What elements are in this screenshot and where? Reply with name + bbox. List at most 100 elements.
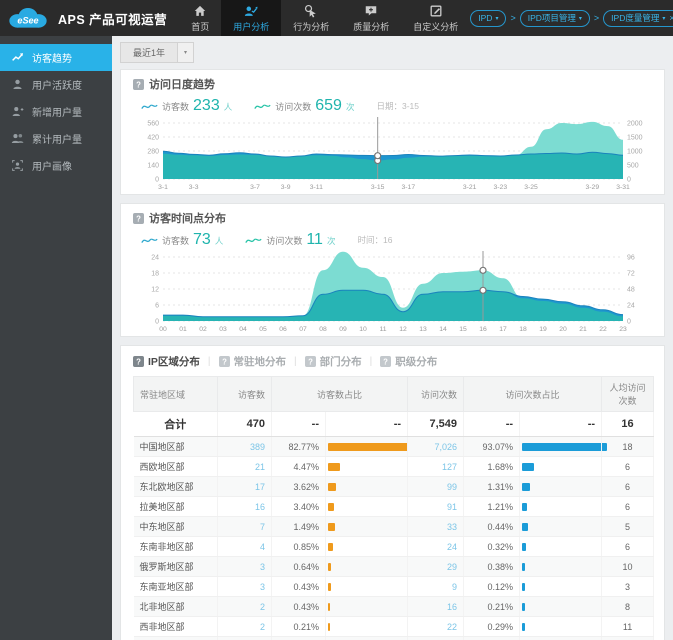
visitors-pct-cell: 4.47%	[271, 456, 326, 477]
avg-cell: 8	[601, 596, 655, 617]
svg-text:3-9: 3-9	[281, 184, 291, 191]
breadcrumb-pill-ipd[interactable]: IPD ▾	[470, 9, 507, 27]
nav-item-quality-analytics[interactable]: 质量分析	[341, 0, 401, 36]
visitors-bar	[328, 582, 331, 591]
sidebar-item-visitor-trend[interactable]: 访客趋势	[0, 44, 112, 71]
visits-link[interactable]: 9	[452, 581, 458, 592]
visitors-link[interactable]: 389	[249, 441, 265, 452]
visitors-link[interactable]: 4	[259, 541, 265, 552]
visitors-link[interactable]: 17	[254, 481, 265, 492]
avg-cell: 6	[601, 456, 655, 477]
svg-text:96: 96	[627, 255, 635, 262]
visits-link[interactable]: 29	[447, 561, 458, 572]
visitors-cell: 2	[217, 616, 272, 637]
visitors-cell: 389	[217, 436, 272, 457]
chevron-down-icon[interactable]: ▾	[662, 15, 666, 22]
logo[interactable]: eSee	[0, 0, 58, 36]
visits-cell: 16	[407, 596, 465, 617]
svg-text:10: 10	[359, 326, 367, 333]
visitors-bar	[328, 542, 333, 551]
visitors-link[interactable]: 3	[259, 561, 265, 572]
visitors-link[interactable]: 16	[254, 501, 265, 512]
avg-cell: 6	[601, 496, 655, 517]
sidebar-item-cumulative-users[interactable]: 累计用户量	[0, 125, 112, 152]
svg-text:05: 05	[259, 326, 267, 333]
tab-rank[interactable]: 职级分布	[380, 354, 437, 369]
visitors-bar	[328, 522, 335, 531]
tab-residence[interactable]: 常驻地分布	[219, 354, 286, 369]
visitors-cell: 2	[217, 596, 272, 617]
nav-item-behavior-analytics[interactable]: 行为分析	[281, 0, 341, 36]
col-region: 常驻地区域	[133, 376, 218, 412]
visitors-bar-cell	[325, 476, 409, 497]
date-range-control: 最近1年 ▾	[120, 42, 665, 63]
visits-bar-cell	[519, 436, 608, 457]
visits-link[interactable]: 99	[447, 481, 458, 492]
svg-text:06: 06	[279, 326, 287, 333]
quality-icon	[364, 4, 378, 18]
visitors-link[interactable]: 3	[259, 581, 265, 592]
chevron-down-icon[interactable]: ▾	[495, 15, 499, 22]
user-analytics-icon	[244, 4, 258, 18]
visitors-pct-cell: 0.21%	[271, 636, 326, 640]
nav-item-home[interactable]: 首页	[179, 0, 221, 36]
visitors-bar	[328, 622, 330, 631]
visits-pct-cell: 0.32%	[463, 536, 521, 557]
sidebar-item-label: 累计用户量	[32, 135, 82, 146]
nav-item-user-analytics[interactable]: 用户分析	[221, 0, 282, 36]
visits-link[interactable]: 16	[447, 601, 458, 612]
region-cell: 北非地区部	[133, 596, 218, 617]
sidebar-item-label: 访客趋势	[32, 54, 72, 65]
table-row: 西非地区部 2 0.21% 22 0.29% 11	[133, 616, 655, 637]
stat-context: 时间：16	[357, 235, 393, 245]
breadcrumb-separator: >	[510, 13, 516, 23]
sidebar-item-new-users[interactable]: 新增用户量	[0, 98, 112, 125]
nav-item-custom-analytics[interactable]: 自定义分析	[401, 0, 470, 36]
total-visits-bar: --	[519, 411, 603, 437]
svg-text:15: 15	[459, 326, 467, 333]
avg-cell: 18	[601, 436, 655, 457]
visits-bar-cell	[519, 476, 603, 497]
portrait-icon	[11, 159, 24, 172]
visits-link[interactable]: 91	[447, 501, 458, 512]
visitors-link[interactable]: 7	[259, 521, 265, 532]
svg-text:3-11: 3-11	[310, 184, 323, 191]
stat-访问次数: 访问次数 11 次	[245, 231, 335, 249]
distribution-tabs: IP区域分布 | 常驻地分布 | 部门分布 | 职级分布	[133, 354, 652, 369]
visits-cell: 99	[407, 476, 465, 497]
breadcrumb-pill-ipd-metrics[interactable]: IPD度量管理 ▾ ×	[603, 9, 673, 27]
visitors-bar-cell	[325, 436, 409, 457]
svg-text:500: 500	[627, 163, 639, 170]
region-cell: 东南亚地区部	[133, 576, 218, 597]
card-title: 访问日度趋势	[149, 79, 215, 91]
visits-link[interactable]: 127	[441, 461, 458, 472]
tab-department[interactable]: 部门分布	[305, 354, 362, 369]
breadcrumb-label: IPD项目管理	[527, 13, 576, 23]
date-range-caret[interactable]: ▾	[178, 42, 195, 63]
sidebar-item-user-activity[interactable]: 用户活跃度	[0, 71, 112, 98]
date-range-button[interactable]: 最近1年	[120, 42, 179, 63]
visitors-link[interactable]: 21	[254, 461, 265, 472]
breadcrumb-pill-ipd-project[interactable]: IPD项目管理 ▾	[519, 9, 590, 27]
col-visitors: 访客数	[217, 376, 272, 412]
visitors-cell: 3	[217, 556, 272, 577]
visitors-link[interactable]: 2	[259, 601, 265, 612]
visitors-bar	[328, 482, 336, 491]
help-icon	[133, 213, 144, 224]
chevron-down-icon[interactable]: ▾	[578, 15, 582, 22]
tab-ip-region[interactable]: IP区域分布	[133, 354, 200, 369]
visits-link[interactable]: 33	[447, 521, 458, 532]
daily-trend-chart[interactable]: 0 0 140 500 280 1000 420 1500 560 2000 3-1 3-3 3-7 3-…	[133, 117, 653, 191]
stat-label: 访问次数	[275, 102, 312, 112]
visits-link[interactable]: 7,026	[434, 441, 458, 452]
sidebar-item-user-portrait[interactable]: 用户画像	[0, 152, 112, 179]
visits-cell: 127	[407, 456, 465, 477]
svg-text:16: 16	[479, 326, 487, 333]
visits-link[interactable]: 24	[447, 541, 458, 552]
close-icon[interactable]: ×	[669, 12, 673, 23]
svg-text:24: 24	[627, 303, 635, 310]
visitors-link[interactable]: 2	[259, 621, 265, 632]
avg-cell: 3	[601, 636, 655, 640]
visits-link[interactable]: 22	[447, 621, 458, 632]
